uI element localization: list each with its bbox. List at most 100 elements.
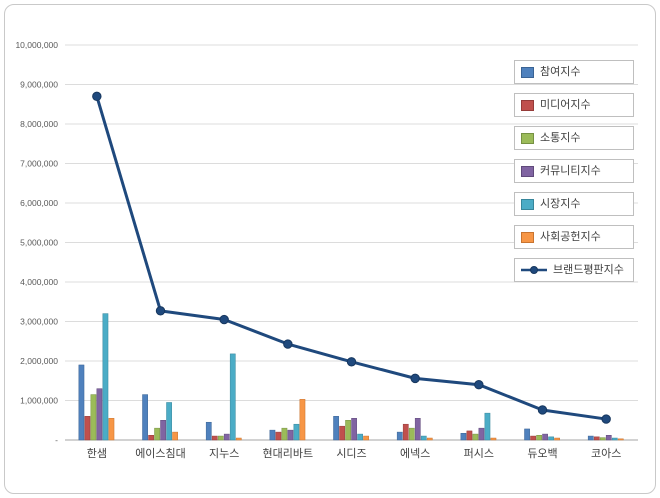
bar-사회공헌지수 [617,438,624,441]
chart-border-frame [4,4,656,494]
legend-label: 미디어지수 [540,98,591,111]
bar-소통지수 [472,433,479,441]
bar-미디어지수 [530,435,536,441]
y-tick-label: 4,000,000 [20,277,58,287]
bar-소통지수 [345,420,351,441]
y-tick-label: - [55,435,58,445]
legend-label: 참여지수 [540,65,581,78]
bar-참여지수 [587,435,594,441]
legend-item: 참여지수 [514,60,634,84]
legend-label: 브랜드평판지수 [553,263,624,276]
legend-label: 사회공헌지수 [540,230,601,243]
legend-item: 브랜드평판지수 [514,258,634,282]
bar-미디어지수 [339,425,345,441]
bar-소통지수 [281,427,288,441]
legend-item: 소통지수 [514,126,634,150]
bar-시장지수 [357,433,363,441]
y-tick-label: 9,000,000 [20,80,58,90]
bar-커뮤니티지수 [96,388,103,441]
legend-label: 커뮤니티지수 [540,164,601,177]
bar-커뮤니티지수 [605,435,612,441]
bar-시장지수 [102,313,109,441]
bar-미디어지수 [211,435,218,441]
bar-미디어지수 [84,416,91,441]
bar-시장지수 [420,435,427,441]
bar-시장지수 [166,402,172,441]
line-marker [219,314,229,325]
bar-사회공헌지수 [490,437,497,441]
legend-label: 소통지수 [540,131,581,144]
legend-item: 커뮤니티지수 [514,159,634,183]
bar-소통지수 [154,427,160,441]
legend-swatch-icon [521,99,534,111]
line-marker [601,414,611,424]
y-tick-label: 8,000,000 [20,119,58,129]
legend-line-marker-icon [521,266,547,274]
bar-시장지수 [293,423,300,441]
x-tick-label: 현대리바트 [263,447,314,460]
bar-커뮤니티지수 [160,420,166,441]
line-marker [92,91,102,102]
bar-커뮤니티지수 [478,427,485,441]
bar-사회공헌지수 [108,418,115,441]
x-tick-label: 코아스 [591,447,621,460]
bar-사회공헌지수 [363,435,369,441]
bar-커뮤니티지수 [414,418,421,441]
y-tick-label: 10,000,000 [15,40,58,50]
y-tick-label: 5,000,000 [20,238,58,248]
bar-시장지수 [229,353,236,441]
x-tick-label: 한샘 [87,447,107,460]
bar-참여지수 [524,428,530,441]
bar-참여지수 [142,394,148,441]
bar-사회공헌지수 [235,437,242,441]
bar-참여지수 [78,364,85,441]
line-marker [537,405,548,415]
bar-미디어지수 [593,436,600,441]
x-tick-label: 퍼시스 [464,447,494,460]
legend-item: 사회공헌지수 [514,225,634,249]
bar-커뮤니티지수 [287,429,294,441]
bar-미디어지수 [466,430,473,441]
bar-소통지수 [599,437,606,441]
bar-미디어지수 [275,431,282,441]
bar-소통지수 [536,435,542,441]
bar-미디어지수 [148,435,154,441]
bar-참여지수 [333,416,339,441]
bar-커뮤니티지수 [542,433,548,441]
legend-swatch-icon [521,231,534,243]
x-tick-label: 지누스 [209,447,239,460]
legend-label: 시장지수 [540,197,581,210]
bar-시장지수 [548,436,554,441]
bar-커뮤니티지수 [351,418,357,441]
line-marker [155,306,166,316]
bar-참여지수 [205,421,212,441]
y-tick-label: 7,000,000 [20,159,58,169]
x-tick-label: 에넥스 [400,447,430,460]
x-tick-label: 시디즈 [336,447,366,460]
bar-소통지수 [408,427,415,441]
y-tick-label: 3,000,000 [20,317,58,327]
bar-시장지수 [611,437,618,441]
bar-사회공헌지수 [426,437,433,441]
bar-사회공헌지수 [554,437,560,441]
y-tick-label: 2,000,000 [20,356,58,366]
bar-소통지수 [90,394,97,441]
x-tick-label: 에이스침대 [135,447,186,460]
legend-item: 시장지수 [514,192,634,216]
x-tick-label: 듀오백 [527,447,557,460]
bar-시장지수 [484,412,491,441]
legend-swatch-icon [521,132,534,144]
legend-swatch-icon [521,66,534,78]
bar-사회공헌지수 [299,399,306,441]
y-tick-label: 6,000,000 [20,198,58,208]
line-marker [346,357,357,367]
line-marker [410,373,420,384]
bar-참여지수 [460,433,467,441]
legend-item: 미디어지수 [514,93,634,117]
bar-커뮤니티지수 [223,433,230,441]
bar-소통지수 [217,435,224,441]
bar-참여지수 [396,431,403,441]
